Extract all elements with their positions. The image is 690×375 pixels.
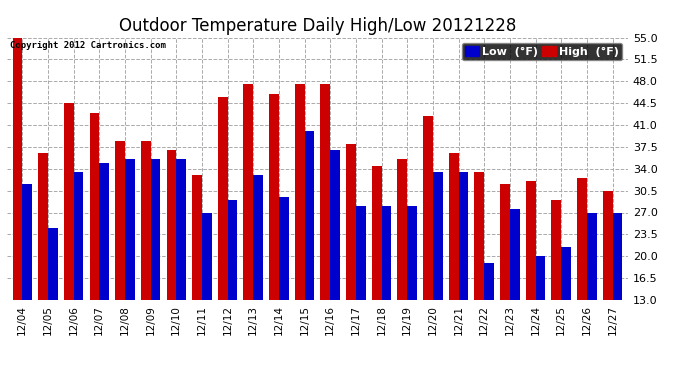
Bar <box>279 197 288 300</box>
Bar <box>448 153 459 300</box>
Bar <box>253 175 263 300</box>
Bar <box>22 184 32 300</box>
Bar <box>125 159 135 300</box>
Bar <box>586 213 597 300</box>
Bar <box>526 181 535 300</box>
Bar <box>397 159 407 300</box>
Bar <box>295 84 304 300</box>
Bar <box>433 172 442 300</box>
Bar <box>38 153 48 300</box>
Bar <box>475 172 484 300</box>
Bar <box>228 200 237 300</box>
Bar <box>48 228 58 300</box>
Bar <box>244 84 253 300</box>
Bar <box>613 213 622 300</box>
Legend: Low  (°F), High  (°F): Low (°F), High (°F) <box>462 43 622 60</box>
Bar <box>561 247 571 300</box>
Bar <box>551 200 561 300</box>
Bar <box>202 213 212 300</box>
Bar <box>500 184 510 300</box>
Bar <box>407 206 417 300</box>
Bar <box>510 209 520 300</box>
Bar <box>346 144 356 300</box>
Bar <box>141 141 150 300</box>
Bar <box>150 159 160 300</box>
Bar <box>166 150 176 300</box>
Text: Copyright 2012 Cartronics.com: Copyright 2012 Cartronics.com <box>10 42 166 51</box>
Bar <box>603 190 613 300</box>
Bar <box>115 141 125 300</box>
Bar <box>90 112 99 300</box>
Title: Outdoor Temperature Daily High/Low 20121228: Outdoor Temperature Daily High/Low 20121… <box>119 16 516 34</box>
Bar <box>484 262 494 300</box>
Bar <box>12 38 22 300</box>
Bar <box>304 131 315 300</box>
Bar <box>320 84 331 300</box>
Bar <box>577 178 586 300</box>
Bar <box>74 172 83 300</box>
Bar <box>176 159 186 300</box>
Bar <box>372 166 382 300</box>
Bar <box>99 162 109 300</box>
Bar <box>423 116 433 300</box>
Bar <box>64 103 74 300</box>
Bar <box>356 206 366 300</box>
Bar <box>535 256 545 300</box>
Bar <box>193 175 202 300</box>
Bar <box>331 150 340 300</box>
Bar <box>382 206 391 300</box>
Bar <box>269 94 279 300</box>
Bar <box>459 172 469 300</box>
Bar <box>218 97 228 300</box>
